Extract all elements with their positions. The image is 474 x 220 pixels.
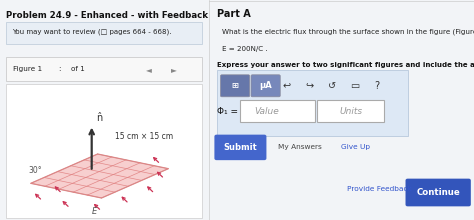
FancyBboxPatch shape [6, 22, 202, 44]
Text: Provide Feedback: Provide Feedback [346, 186, 411, 192]
Text: of 1: of 1 [71, 66, 85, 72]
Text: Units: Units [339, 107, 362, 116]
Text: ↺: ↺ [328, 81, 336, 91]
FancyBboxPatch shape [214, 135, 266, 160]
Text: Express your answer to two significant figures and include the appropriate units: Express your answer to two significant f… [217, 62, 474, 68]
Text: Continue: Continue [416, 188, 460, 197]
Text: 30°: 30° [29, 166, 42, 175]
Text: μA: μA [259, 81, 272, 90]
FancyBboxPatch shape [6, 84, 202, 218]
Text: n̂: n̂ [96, 113, 102, 123]
Text: ►: ► [171, 65, 177, 74]
FancyBboxPatch shape [318, 100, 384, 122]
Text: Figure 1: Figure 1 [12, 66, 42, 72]
Text: ◄: ◄ [146, 65, 152, 74]
Text: My Answers: My Answers [278, 144, 321, 150]
Text: ↩: ↩ [283, 81, 291, 91]
Polygon shape [31, 154, 168, 198]
Text: E = 200N/C .: E = 200N/C . [222, 46, 267, 52]
Text: 15 cm × 15 cm: 15 cm × 15 cm [115, 132, 173, 141]
Text: Submit: Submit [224, 143, 257, 152]
FancyBboxPatch shape [251, 75, 280, 97]
Text: ↪: ↪ [305, 81, 313, 91]
Text: ⊞: ⊞ [232, 81, 238, 90]
Text: What is the electric flux through the surface shown in the figure (Figure 1) ? A: What is the electric flux through the su… [222, 29, 474, 35]
Text: E: E [91, 207, 97, 216]
FancyBboxPatch shape [6, 57, 202, 81]
Text: ?: ? [374, 81, 380, 91]
FancyBboxPatch shape [220, 75, 250, 97]
FancyBboxPatch shape [217, 70, 408, 136]
Text: Value: Value [255, 107, 279, 116]
Text: Give Up: Give Up [341, 144, 370, 150]
Text: You may want to review (□ pages 664 - 668).: You may want to review (□ pages 664 - 66… [12, 29, 172, 35]
Text: ▭: ▭ [350, 81, 359, 91]
Text: Problem 24.9 - Enhanced - with Feedback: Problem 24.9 - Enhanced - with Feedback [6, 11, 209, 20]
Text: :: : [58, 66, 61, 72]
FancyBboxPatch shape [240, 100, 315, 122]
FancyBboxPatch shape [406, 179, 471, 206]
Text: Φ₁ =: Φ₁ = [217, 107, 237, 116]
Text: Part A: Part A [217, 9, 250, 19]
